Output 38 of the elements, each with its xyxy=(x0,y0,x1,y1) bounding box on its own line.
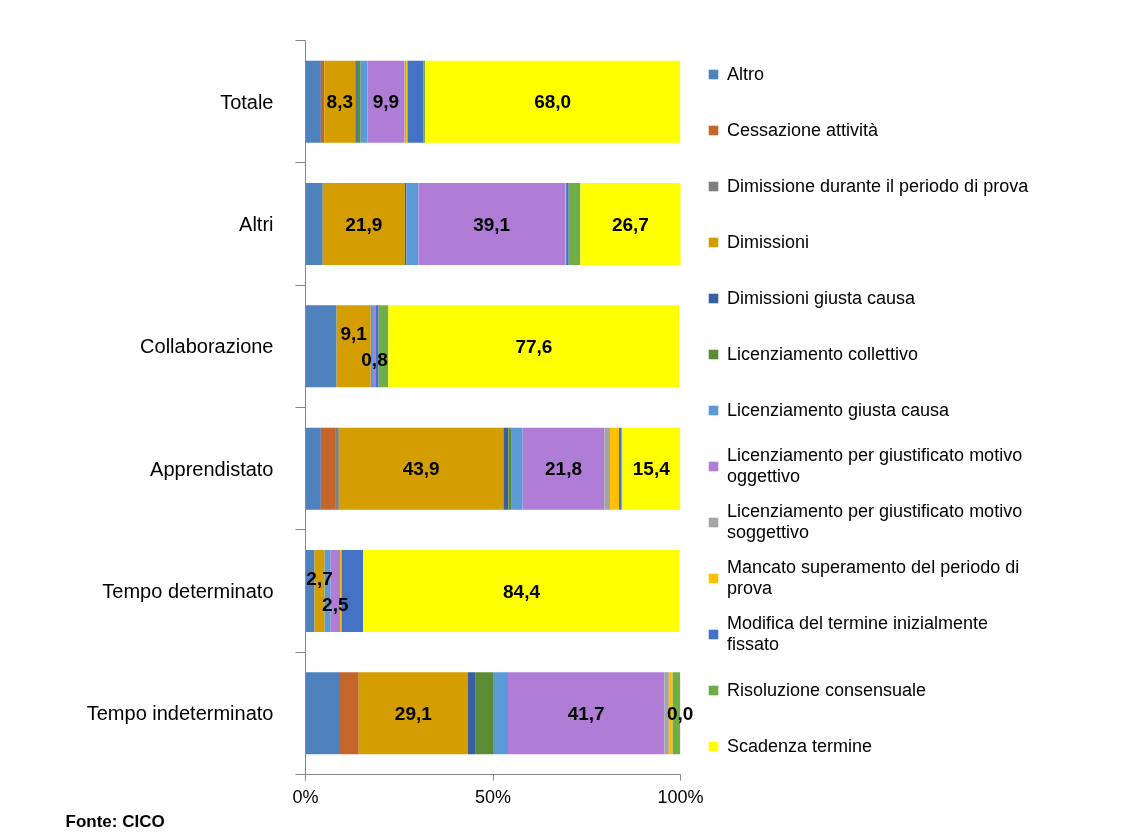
x-tick-label: 100% xyxy=(657,786,704,807)
y-tick-label: Tempo indeterminato xyxy=(86,702,274,725)
y-tick-label: Tempo determinato xyxy=(102,580,274,602)
data-label: 43,9 xyxy=(402,458,440,480)
legend-label: Modifica del termine inizialmente fissato xyxy=(727,612,989,656)
y-tick-label: Collaborazione xyxy=(140,335,274,358)
data-label: 21,9 xyxy=(345,213,383,235)
data-label: 26,7 xyxy=(611,213,649,235)
legend-label: Dimissione durante il periodo di prova xyxy=(727,174,1029,198)
y-tick-label: Altri xyxy=(239,213,274,235)
data-label: 8,3 xyxy=(326,91,354,113)
data-label: 39,1 xyxy=(473,213,511,235)
data-label: 84,4 xyxy=(503,580,541,602)
legend-label: Licenziamento giusta causa xyxy=(727,398,950,422)
legend-label: Altro xyxy=(727,62,765,86)
data-label: 0,8 xyxy=(361,348,388,370)
legend-label: Dimissioni xyxy=(727,230,810,254)
y-tick-label: Totale xyxy=(220,90,274,113)
legend-label: Dimissioni giusta causa xyxy=(727,286,916,310)
data-label: 9,1 xyxy=(340,322,368,344)
legend-label: Mancato superamento del periodo di prova xyxy=(727,556,1020,600)
y-tick-label: Apprendistato xyxy=(150,457,274,480)
data-label: 77,6 xyxy=(515,335,553,357)
data-label: 21,8 xyxy=(545,458,582,480)
data-label: 15,4 xyxy=(632,458,671,480)
legend-label: Risoluzione consensuale xyxy=(727,678,927,702)
legend-label: Licenziamento collettivo xyxy=(727,342,919,366)
data-label: 9,9 xyxy=(372,91,400,113)
x-tick-label: 50% xyxy=(474,786,512,807)
x-tick-label: 0% xyxy=(292,786,319,807)
data-label: 68,0 xyxy=(534,91,572,113)
legend-label: Cessazione attività xyxy=(727,118,879,142)
legend-label: Licenziamento per giustificato motivo oggettivo xyxy=(727,444,1023,488)
data-label: 41,7 xyxy=(567,702,605,724)
source-note: Fonte: CICO xyxy=(65,811,165,831)
legend-label: Scadenza termine xyxy=(727,734,873,758)
legend-label: Licenziamento per giustificato motivo soggettivo xyxy=(727,500,1023,544)
data-label: 29,1 xyxy=(394,702,433,724)
